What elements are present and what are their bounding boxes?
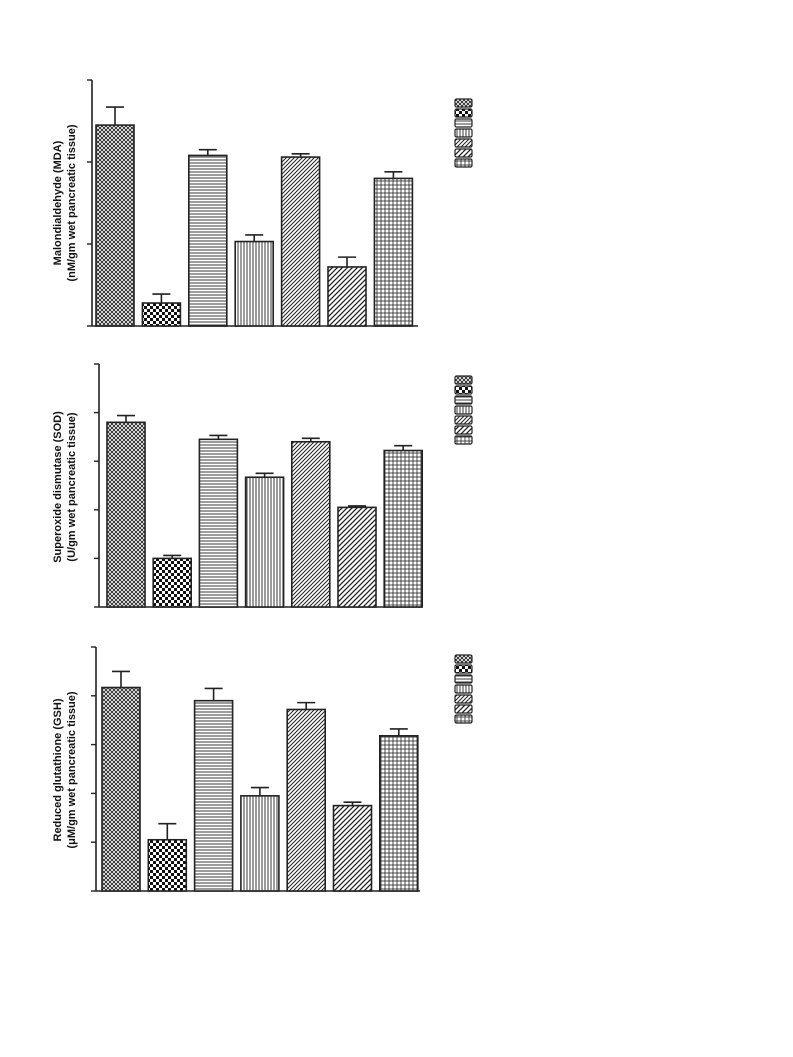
gsh-ylabel-line1: Reduced glutathione (GSH) — [52, 698, 64, 841]
mda-ylabel-line2: (nM/gm wet pancreatic tissue) — [66, 124, 78, 281]
legend-swatch — [454, 425, 473, 435]
gsh-ylabel-line2: (μM/gm wet pancreatic tissue) — [66, 691, 78, 848]
legend-swatch — [454, 148, 473, 158]
bar — [234, 240, 274, 327]
bar — [337, 506, 377, 608]
bar — [290, 440, 331, 608]
bar — [188, 154, 228, 327]
legend-swatch — [454, 138, 473, 148]
legend-swatch — [454, 674, 473, 684]
bar — [332, 804, 373, 892]
bar — [95, 124, 135, 327]
legend-swatch — [454, 714, 473, 724]
legend-swatch — [454, 395, 473, 405]
bar — [244, 476, 285, 608]
bar — [193, 699, 234, 892]
bar — [327, 266, 367, 327]
sod-panel: Superoxide dismutase (SOD) (U/gm wet pan… — [52, 363, 473, 608]
legend-swatch — [454, 158, 473, 168]
bar — [280, 156, 321, 327]
legend-swatch — [454, 98, 473, 108]
bar — [141, 302, 182, 327]
gsh-panel: Reduced glutathione (GSH) (μM/gm wet pan… — [52, 646, 473, 892]
legend-swatch — [454, 684, 473, 694]
legend-swatch — [454, 415, 473, 425]
bar — [198, 438, 239, 608]
legend-swatch — [454, 385, 473, 395]
mda-panel: Malondialdehyde (MDA) (nM/gm wet pancrea… — [52, 79, 473, 327]
bar — [383, 449, 424, 608]
legend-swatch — [454, 118, 473, 128]
mda-ylabel-line1: Malondialdehyde (MDA) — [52, 140, 64, 265]
legend-swatch — [454, 108, 473, 118]
bar — [286, 708, 327, 892]
legend-swatch — [454, 128, 473, 138]
sod-ylabel-line1: Superoxide dismutase (SOD) — [52, 411, 64, 563]
sod-ylabel-line2: (U/gm wet pancreatic tissue) — [66, 412, 78, 561]
bar — [378, 735, 419, 892]
bar — [101, 686, 141, 892]
legend-swatch — [454, 704, 473, 714]
bar — [240, 795, 280, 892]
legend-swatch — [454, 654, 473, 664]
bar — [152, 557, 192, 608]
legend-swatch — [454, 694, 473, 704]
bar — [147, 838, 188, 892]
legend-swatch — [454, 664, 473, 674]
bar — [106, 421, 146, 608]
legend-swatch — [454, 375, 473, 385]
legend-swatch — [454, 435, 473, 445]
legend-swatch — [454, 405, 473, 415]
bar — [373, 177, 414, 327]
